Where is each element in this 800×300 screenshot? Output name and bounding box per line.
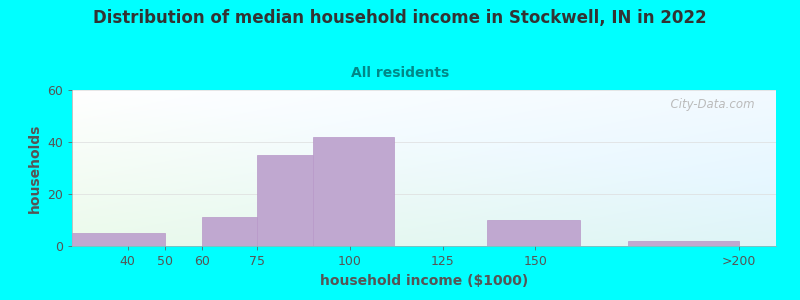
Bar [202, 218, 258, 246]
Bar [487, 220, 580, 246]
Bar [258, 155, 313, 246]
Y-axis label: households: households [27, 123, 42, 213]
Text: Distribution of median household income in Stockwell, IN in 2022: Distribution of median household income … [93, 9, 707, 27]
X-axis label: household income ($1000): household income ($1000) [320, 274, 528, 288]
Text: All residents: All residents [351, 66, 449, 80]
Text: City-Data.com: City-Data.com [663, 98, 755, 111]
Bar [72, 233, 165, 246]
Bar [628, 241, 739, 246]
Bar [313, 137, 394, 246]
